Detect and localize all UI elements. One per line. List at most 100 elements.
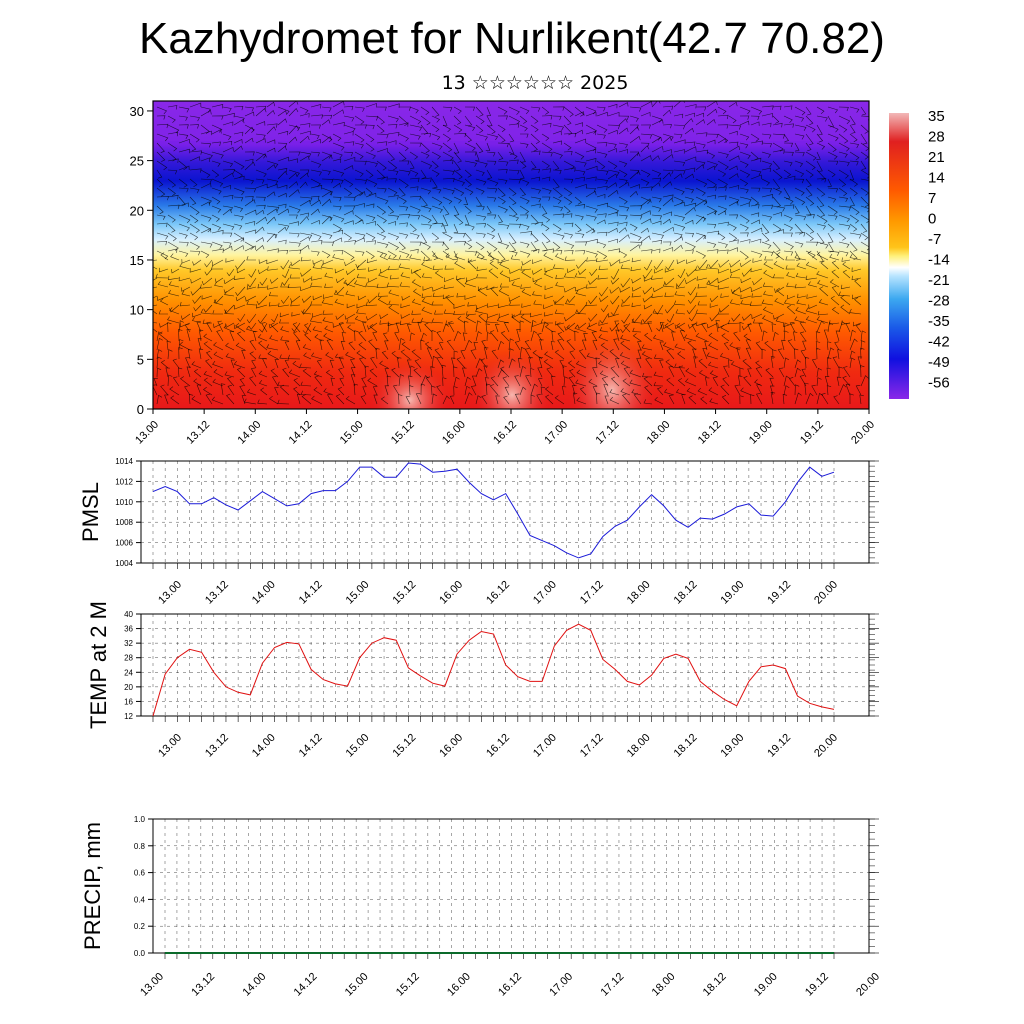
wind-barb [343, 250, 355, 261]
wind-barb [783, 105, 793, 110]
wind-barb [456, 357, 466, 369]
x-tick-label: 17.12 [578, 732, 606, 760]
wind-barb [420, 196, 428, 207]
wind-barb [629, 135, 641, 144]
wind-barb [288, 101, 299, 108]
wind-barb [566, 339, 576, 351]
wind-barb [332, 182, 341, 189]
wind-barb [244, 106, 255, 112]
wind-barb [376, 283, 389, 289]
wind-barb [365, 178, 378, 188]
wind-barb [563, 167, 576, 172]
wind-barb [794, 232, 806, 237]
y-tick-label: 16 [124, 697, 133, 706]
wind-barb [539, 339, 544, 351]
wind-barb [794, 254, 807, 261]
wind-barb [728, 124, 742, 130]
wind-barb [434, 310, 444, 315]
wind-barb [816, 316, 829, 324]
wind-barb [167, 223, 176, 233]
colorbar-label: 0 [928, 211, 936, 228]
wind-barb [289, 274, 301, 279]
wind-barb [739, 250, 749, 260]
wind-barb [838, 223, 851, 230]
wind-barb [758, 322, 763, 333]
wind-barb [192, 312, 202, 318]
wind-barb [654, 396, 664, 405]
wind-barb [651, 239, 662, 245]
wind-barb [574, 223, 582, 233]
wind-barb [178, 178, 188, 188]
wind-barb [178, 124, 189, 129]
wind-barb [288, 232, 300, 238]
wind-barb [599, 351, 609, 360]
y-axis-title: TEMP at 2 M [86, 601, 111, 729]
wind-barb [475, 358, 483, 369]
wind-barb [585, 284, 598, 289]
wind-barb [750, 121, 760, 126]
wind-barb [709, 313, 719, 322]
wind-barb [563, 250, 574, 255]
wind-barb [266, 126, 277, 135]
wind-barb [695, 187, 706, 196]
wind-barb [706, 223, 717, 229]
wind-barb [849, 357, 856, 369]
wind-barb [783, 160, 793, 167]
wind-barb [640, 178, 650, 186]
wind-barb [827, 169, 836, 178]
wind-barb [609, 389, 620, 396]
wind-barb [288, 369, 301, 378]
wind-barb [244, 241, 255, 250]
wind-barb [794, 160, 804, 168]
wind-barb [292, 360, 301, 369]
wind-barb [255, 237, 264, 243]
wind-barb [332, 196, 342, 202]
wind-barb [706, 139, 716, 145]
wind-barb [695, 250, 707, 259]
wind-barb [211, 104, 224, 109]
wind-barb [818, 299, 829, 306]
wind-barb [167, 178, 177, 188]
wind-barb [552, 241, 561, 250]
wind-barb [211, 187, 222, 195]
wind-barb [411, 279, 422, 288]
wind-barb [409, 365, 415, 378]
wind-barb [321, 215, 332, 225]
y-axis-title: PMSL [78, 482, 103, 542]
wind-barb [827, 357, 832, 369]
wind-barb [640, 124, 651, 129]
wind-barb [388, 289, 400, 297]
wind-barb [832, 356, 840, 369]
wind-barb [334, 353, 345, 360]
wind-barb [794, 359, 801, 369]
wind-barb [615, 329, 620, 342]
wind-barb [279, 319, 289, 324]
wind-barb [802, 340, 807, 351]
wind-barb [849, 106, 860, 113]
wind-barb [310, 219, 320, 225]
wind-barb [189, 133, 200, 143]
wind-barb [598, 334, 609, 342]
wind-barb [816, 241, 829, 249]
wind-barb [377, 292, 389, 297]
wind-barb [277, 156, 289, 162]
wind-barb [643, 277, 653, 282]
wind-barb [274, 359, 279, 369]
wind-barb [799, 375, 807, 387]
wind-barb [213, 369, 224, 378]
wind-barb [156, 169, 163, 179]
x-tick-label: 14.12 [287, 419, 315, 447]
wind-barb [321, 133, 333, 143]
wind-barb [816, 205, 826, 217]
wind-barb [244, 178, 254, 185]
wind-barb [511, 281, 521, 288]
wind-barb [618, 149, 629, 154]
wind-barb [805, 151, 817, 161]
wind-barb [376, 187, 387, 193]
wind-barb [577, 322, 587, 329]
wind-barb [677, 268, 686, 279]
wind-barb [203, 370, 213, 378]
wind-barb [519, 151, 526, 163]
wind-barb [222, 205, 233, 212]
x-tick-label: 15.12 [390, 579, 418, 607]
